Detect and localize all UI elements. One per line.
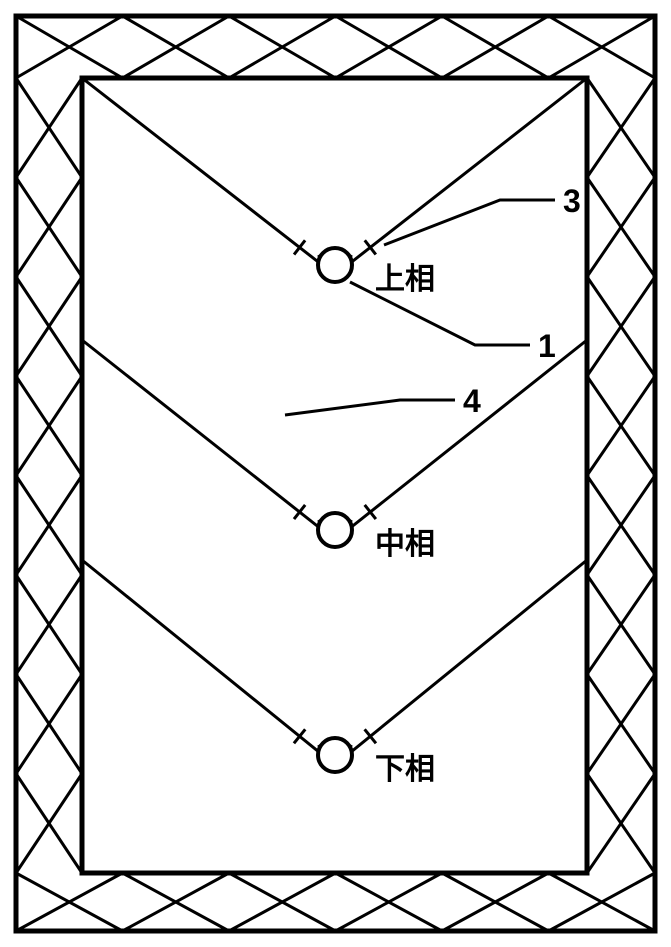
conductor-ring (318, 738, 352, 772)
phase-label: 上相 (375, 263, 435, 296)
conductor-ring (318, 248, 352, 282)
diagram-canvas: 上相中相下相 3 1 4 (0, 0, 671, 947)
conductor-ring (318, 513, 352, 547)
background (0, 0, 671, 947)
leader-number: 4 (463, 383, 481, 419)
leader-number: 1 (538, 328, 556, 364)
leader-number: 3 (563, 183, 581, 219)
phase-label: 中相 (375, 528, 435, 561)
phase-label: 下相 (375, 753, 435, 786)
